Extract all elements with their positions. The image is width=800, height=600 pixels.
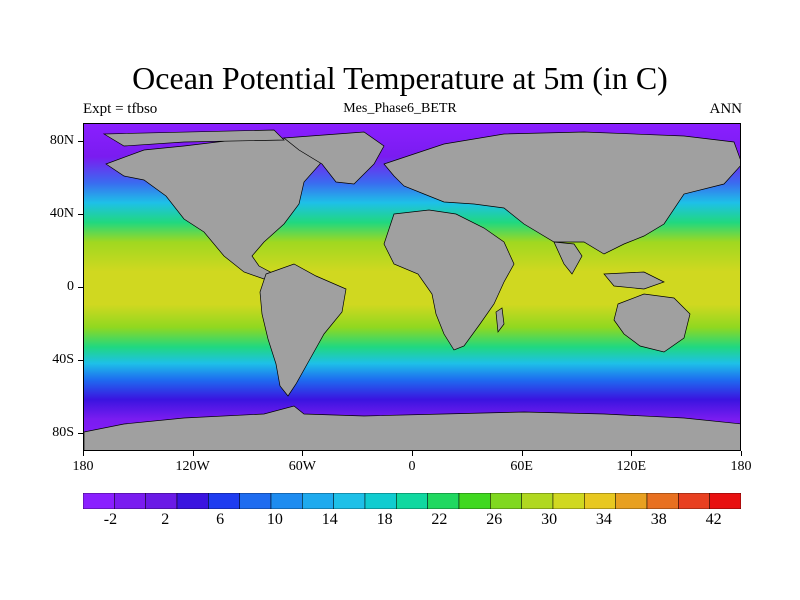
land-eurasia — [383, 131, 740, 255]
lat-tick — [78, 214, 83, 216]
colorbar-label-4: 14 — [321, 511, 338, 528]
map-title: Ocean Potential Temperature at 5m (in C) — [132, 60, 668, 96]
lon-tick — [521, 451, 523, 456]
land-antarctica — [84, 405, 740, 450]
colorbar-label-0: -2 — [103, 511, 118, 528]
land-greenland — [283, 131, 385, 185]
land-australia — [613, 293, 691, 353]
lat-tick — [78, 359, 83, 361]
colorbar-swatch-1 — [114, 493, 146, 509]
season-label: ANN — [709, 101, 743, 117]
lat-tick — [78, 141, 83, 143]
colorbar-label-8: 30 — [541, 511, 558, 528]
land-south-america — [259, 263, 347, 397]
colorbar-label-2: 6 — [216, 511, 225, 528]
lon-tick — [302, 451, 304, 456]
colorbar-swatch-8 — [333, 493, 366, 509]
colorbar-swatch-0 — [83, 493, 115, 509]
colorbar-swatch-13 — [490, 493, 522, 509]
lat-label-1: 40N — [49, 206, 74, 222]
colorbar-label-5: 18 — [376, 511, 393, 528]
lon-label-5: 120E — [616, 459, 647, 474]
colorbar-swatch-17 — [615, 493, 648, 509]
lat-label-2: 0 — [67, 279, 74, 294]
colorbar-label-7: 26 — [486, 511, 503, 528]
land-masses — [84, 129, 740, 450]
lon-label-2: 60W — [288, 459, 316, 474]
colorbar-label-1: 2 — [161, 511, 170, 528]
lon-label-4: 60E — [510, 459, 533, 474]
lon-tick — [412, 451, 413, 456]
colorbar-swatch-2 — [145, 493, 178, 509]
colorbar-swatch-7 — [302, 493, 334, 509]
lon-tick — [631, 451, 633, 456]
colorbar-label-6: 22 — [431, 511, 448, 528]
lat-label-4: 80S — [52, 424, 74, 440]
land-india — [553, 241, 583, 275]
colorbar-label-9: 34 — [595, 511, 612, 528]
lon-tick — [741, 451, 742, 456]
lon-label-3: 0 — [408, 459, 416, 474]
lat-tick — [78, 432, 83, 434]
lon-label-0: 180 — [72, 459, 94, 474]
colorbar-swatch-9 — [364, 493, 397, 509]
map-panel — [83, 123, 741, 451]
colorbar-swatch-4 — [208, 493, 240, 509]
lat-tick — [78, 287, 83, 288]
lat-label-3: 40S — [52, 351, 74, 367]
colorbar-label-3: 10 — [266, 511, 283, 528]
experiment-label: Expt = tfbso — [83, 101, 158, 117]
colorbar-label-10: 38 — [650, 511, 667, 528]
colorbar-swatch-15 — [552, 493, 585, 509]
colorbar-swatch-3 — [176, 493, 209, 509]
land-maritime-asia — [603, 271, 665, 290]
colorbar-swatch-19 — [678, 493, 710, 509]
lat-label-0: 80N — [49, 133, 74, 149]
map-plot — [84, 124, 740, 450]
land-madagascar — [495, 307, 505, 333]
land-africa — [383, 209, 515, 351]
lon-tick — [83, 451, 84, 456]
lon-label-6: 180 — [730, 459, 752, 474]
colorbar-swatch-20 — [709, 493, 741, 509]
colorbar-swatch-6 — [270, 493, 303, 509]
colorbar-swatch-18 — [646, 493, 679, 509]
lon-tick — [192, 451, 194, 456]
colorbar-swatch-11 — [427, 493, 460, 509]
colorbar-swatch-16 — [584, 493, 616, 509]
colorbar — [83, 493, 741, 509]
colorbar-swatch-14 — [521, 493, 554, 509]
colorbar-swatch-12 — [458, 493, 491, 509]
land-arctic-islands — [102, 129, 285, 147]
colorbar-swatch-5 — [239, 493, 272, 509]
lon-label-1: 120W — [175, 459, 210, 474]
colorbar-label-11: 42 — [705, 511, 722, 528]
colorbar-swatch-10 — [396, 493, 428, 509]
case-label: Mes_Phase6_BETR — [343, 101, 457, 116]
